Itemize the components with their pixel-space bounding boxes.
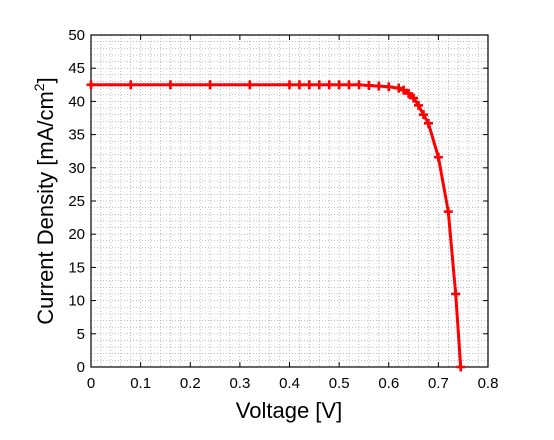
y-axis-label-suffix: ] (33, 77, 58, 83)
data-point-marker (418, 110, 428, 120)
y-tick-label: 25 (68, 193, 85, 210)
y-axis-label: Current Density [mA/cm2] (31, 77, 58, 324)
grid-lines (91, 35, 488, 367)
axis-ticks: 0 0.1 0.2 0.3 0.4 0.5 0.6 0.7 0.8 0 5 10 15 20 25 30 35 4… (68, 27, 498, 392)
data-point-marker (294, 80, 304, 90)
y-tick-label: 5 (77, 326, 85, 343)
x-tick-label: 0.4 (279, 375, 300, 392)
data-point-marker (285, 80, 294, 90)
data-point-marker (414, 100, 424, 110)
x-tick-label: 0.6 (378, 375, 399, 392)
data-point-marker (304, 80, 314, 90)
data-point-marker (456, 362, 466, 372)
data-point-marker (399, 85, 409, 95)
data-point-marker (394, 83, 404, 93)
y-tick-label: 35 (68, 127, 85, 144)
y-tick-label: 10 (68, 293, 85, 310)
data-point-marker (451, 289, 461, 299)
x-axis-label: Voltage [V] (236, 398, 342, 423)
y-tick-label: 40 (68, 93, 85, 110)
x-tick-label: 0 (87, 375, 95, 392)
data-point-marker (443, 207, 453, 217)
x-tick-label: 0.5 (329, 375, 350, 392)
x-tick-label: 0.3 (229, 375, 250, 392)
data-point-marker (423, 118, 433, 128)
x-tick-label: 0.2 (180, 375, 201, 392)
data-point-marker (205, 80, 215, 90)
data-point-marker (374, 81, 384, 91)
data-point-marker (334, 80, 344, 90)
y-tick-label: 15 (68, 259, 85, 276)
data-point-marker (433, 152, 443, 162)
y-axis-label-superscript: 2 (31, 83, 47, 91)
y-tick-label: 50 (68, 27, 85, 44)
data-point-marker (245, 80, 255, 90)
y-axis-label-main: Current Density [mA/cm (33, 91, 58, 325)
data-series (86, 80, 466, 372)
x-tick-label: 0.1 (130, 375, 151, 392)
data-point-marker (165, 80, 175, 90)
y-tick-label: 0 (77, 359, 85, 376)
data-point-marker (354, 80, 364, 90)
data-point-marker (126, 80, 136, 90)
x-tick-label: 0.7 (428, 375, 449, 392)
series-line (91, 83, 463, 368)
data-point-marker (86, 80, 96, 90)
data-point-marker (384, 82, 394, 92)
data-point-marker (364, 80, 374, 90)
data-point-marker (344, 80, 354, 90)
y-tick-label: 20 (68, 226, 85, 243)
y-tick-label: 45 (68, 60, 85, 77)
x-tick-label: 0.8 (478, 375, 499, 392)
data-point-marker (324, 80, 334, 90)
y-tick-label: 30 (68, 160, 85, 177)
data-point-marker (404, 88, 414, 98)
data-point-marker (409, 93, 419, 103)
data-point-marker (314, 80, 324, 90)
